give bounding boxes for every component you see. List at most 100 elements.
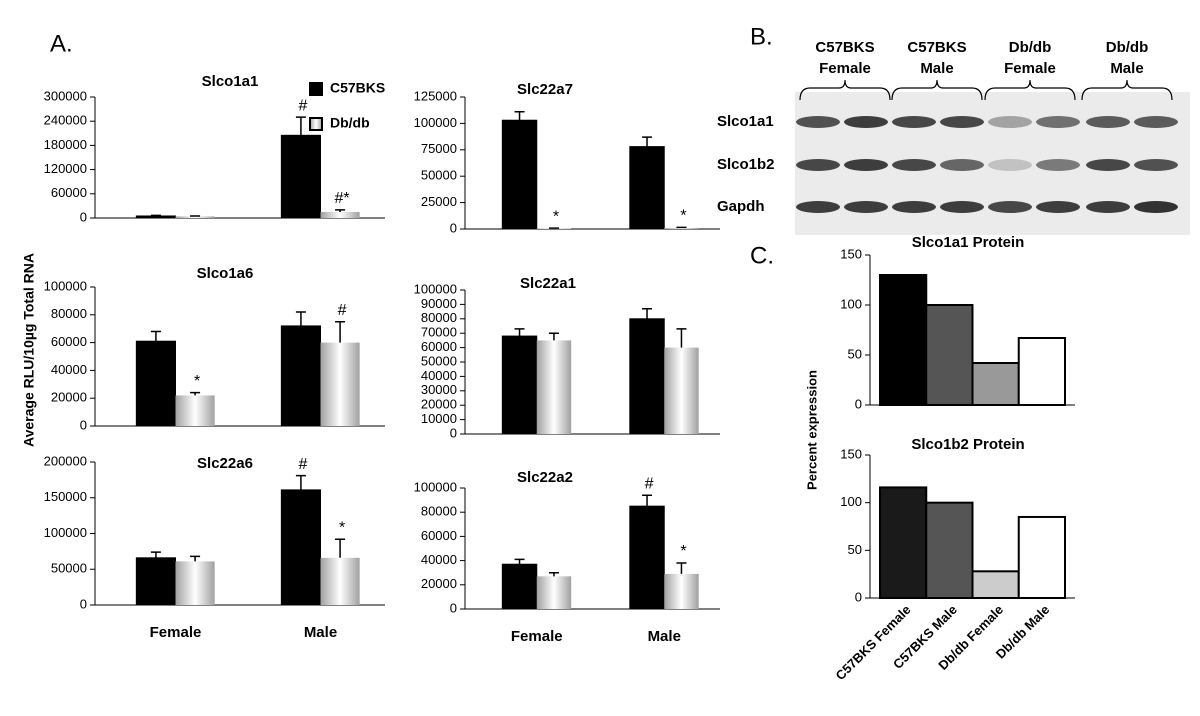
significance-marker: # [298,456,307,473]
y-tick-label: 60000 [421,339,457,354]
blot-brace [1081,79,1173,101]
blot-band [1134,201,1178,213]
x-tick-label: Female [150,624,202,641]
chart-title: Slc22a1 [520,275,576,292]
error-bar [295,311,306,326]
y-tick-label: 0 [855,396,862,411]
blot-band [940,159,984,171]
error-bar [642,136,653,147]
y-tick-label: 0 [450,600,457,615]
bar [320,342,360,426]
y-tick-label: 60000 [51,334,87,349]
y-tick-label: 70000 [421,325,457,340]
error-bar [295,116,306,136]
y-tick-label: 20000 [421,576,457,591]
y-tick-label: 0 [80,417,87,432]
bar [175,216,215,218]
y-tick-label: 10000 [421,411,457,426]
y-tick-label: 0 [855,589,862,604]
bar [135,557,177,606]
y-tick-label: 60000 [421,528,457,543]
y-tick-label: 150000 [44,489,87,504]
y-tick-label: 150 [840,446,862,461]
bar [501,119,538,230]
y-tick-label: 40000 [421,368,457,383]
blot-group-label: C57BKS [815,39,874,56]
bar [135,215,177,219]
blot-group-label: Db/db [1009,39,1052,56]
y-tick-label: 25000 [421,194,457,209]
y-tick-label: 80000 [421,310,457,325]
blot-band [892,116,936,128]
error-bar [642,494,653,507]
bar [925,501,974,599]
y-tick-label: 0 [450,425,457,440]
y-tick-label: 0 [80,209,87,224]
chart-title: Slco1a1 [202,73,259,90]
panel-label: A. [50,30,73,57]
y-tick-label: 40000 [51,362,87,377]
bar [664,347,699,434]
bar [280,325,322,427]
y-tick-label: 75000 [421,141,457,156]
blot-band [1134,116,1178,128]
y-tick-label: 20000 [51,390,87,405]
significance-marker: # [338,302,347,319]
blot-band [1036,201,1080,213]
bar [1017,515,1066,600]
blot-band [892,201,936,213]
bar [879,486,928,599]
legend-swatch [309,117,323,131]
y-tick-label: 100 [840,494,862,509]
y-tick-label: 90000 [421,296,457,311]
legend-swatch [309,82,323,96]
error-bar [514,328,525,337]
x-tick-label: Male [648,628,681,645]
legend-label: Db/db [330,115,370,131]
blot-band [1086,159,1130,171]
y-tick-label: 125000 [414,88,457,103]
blot-group-label: Male [920,60,953,77]
chart-title: Slco1a1 Protein [912,234,1025,251]
y-tick-label: 100000 [414,281,457,296]
bar [536,340,572,434]
y-tick-label: 20000 [421,397,457,412]
bar [320,211,360,218]
y-tick-label: 80000 [51,306,87,321]
blot-band [844,201,888,213]
error-bar [676,328,687,348]
y-tick-label: 50 [848,542,862,557]
blot-row-label: Gapdh [717,198,765,215]
legend-label: C57BKS [330,80,385,96]
blot-band [796,159,840,171]
blot-group-label: Female [819,60,871,77]
y-tick-label: 240000 [44,113,87,128]
y-tick-label: 100000 [414,115,457,130]
bar [135,340,177,427]
error-bar [548,332,559,341]
bar [1017,337,1066,406]
blot-brace [891,79,983,101]
blot-band [796,201,840,213]
significance-marker: * [680,543,686,560]
chart-title: Slco1a6 [197,265,254,282]
bar [320,557,360,605]
bar [175,561,215,605]
x-tick-label: Male [304,624,337,641]
blot-group-label: Female [1004,60,1056,77]
blot-band [844,116,888,128]
blot-band [940,116,984,128]
bar [629,146,665,230]
blot-group-label: Male [1110,60,1143,77]
bar [925,304,974,406]
bar [629,505,665,610]
error-bar [548,571,559,577]
y-tick-label: 50 [848,346,862,361]
y-tick-label: 300000 [44,88,87,103]
y-tick-label: 50000 [51,561,87,576]
blot-band [988,116,1032,128]
significance-marker: * [553,208,559,225]
error-bar [642,307,653,319]
error-bar [676,226,687,229]
